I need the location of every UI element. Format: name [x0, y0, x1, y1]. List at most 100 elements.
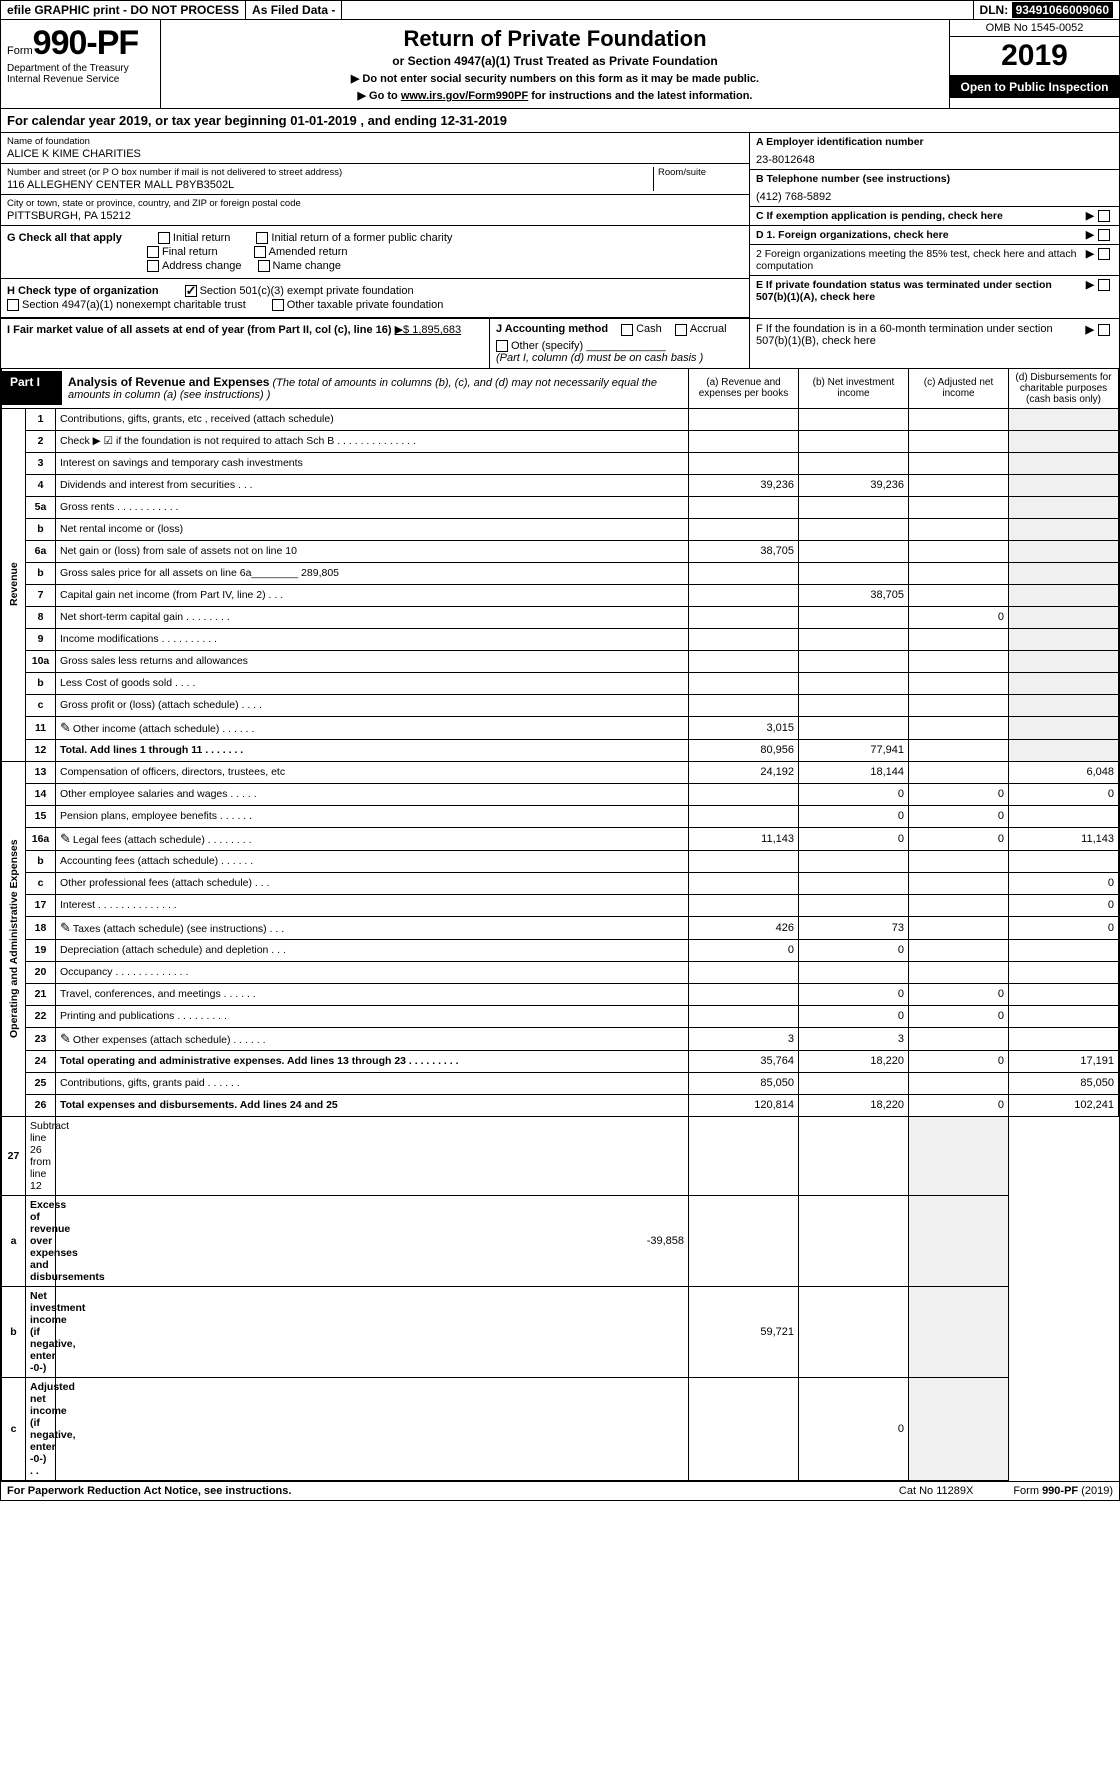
d2-label: 2 Foreign organizations meeting the 85% …	[756, 248, 1082, 272]
line-number: 6a	[26, 540, 56, 562]
arrow-icon: ▶	[1086, 323, 1094, 336]
line-number: c	[2, 1377, 26, 1480]
info-block: Name of foundation ALICE K KIME CHARITIE…	[1, 133, 1119, 319]
chk-501c3[interactable]	[185, 285, 197, 297]
amount-cell: 24,192	[689, 761, 799, 783]
amount-cell	[909, 1072, 1009, 1094]
spacer	[342, 1, 973, 19]
chk-address-change[interactable]	[147, 260, 159, 272]
phone-value: (412) 768-5892	[756, 191, 1113, 203]
i-label: I Fair market value of all assets at end…	[7, 324, 392, 336]
amount-cell: 3,015	[689, 716, 799, 739]
line-number: b	[2, 1286, 26, 1377]
line-desc: Printing and publications . . . . . . . …	[56, 1005, 689, 1027]
e-label: E If private foundation status was termi…	[756, 279, 1082, 303]
col-a-header: (a) Revenue and expenses per books	[689, 369, 799, 409]
tax-year: 2019	[950, 37, 1119, 76]
amount-cell	[909, 1027, 1009, 1050]
line-number: 17	[26, 894, 56, 916]
amount-cell	[799, 850, 909, 872]
f-label: F If the foundation is in a 60-month ter…	[756, 323, 1086, 347]
line-number: 22	[26, 1005, 56, 1027]
amount-cell: 0	[909, 827, 1009, 850]
chk-cash[interactable]	[621, 324, 633, 336]
amount-cell	[909, 430, 1009, 452]
form-subtitle: or Section 4947(a)(1) Trust Treated as P…	[169, 54, 941, 68]
amount-cell	[1009, 628, 1119, 650]
chk-4947[interactable]	[7, 299, 19, 311]
amount-cell	[799, 650, 909, 672]
arrow-icon: ▶	[1086, 229, 1094, 241]
amount-cell	[909, 872, 1009, 894]
amount-cell	[689, 1005, 799, 1027]
line-desc: Accounting fees (attach schedule) . . . …	[56, 850, 689, 872]
g-label: G Check all that apply	[7, 232, 122, 244]
h-opt2: Section 4947(a)(1) nonexempt charitable …	[22, 299, 246, 311]
line-desc: Interest on savings and temporary cash i…	[56, 452, 689, 474]
amount-cell	[799, 672, 909, 694]
amount-cell	[909, 694, 1009, 716]
dln-value: 93491066009060	[1012, 2, 1113, 18]
chk-initial-former[interactable]	[256, 232, 268, 244]
chk-c[interactable]	[1098, 210, 1110, 222]
irs-label: Internal Revenue Service	[7, 74, 154, 85]
amount-cell	[689, 1195, 799, 1286]
line-desc: ✎Taxes (attach schedule) (see instructio…	[56, 916, 689, 939]
line-desc: Compensation of officers, directors, tru…	[56, 761, 689, 783]
table-row: 11✎Other income (attach schedule) . . . …	[2, 716, 1119, 739]
j-note: (Part I, column (d) must be on cash basi…	[496, 352, 703, 364]
chk-other-taxable[interactable]	[272, 299, 284, 311]
line-number: c	[26, 872, 56, 894]
line-number: 26	[26, 1094, 56, 1116]
chk-initial-return[interactable]	[158, 232, 170, 244]
amount-cell	[689, 650, 799, 672]
amount-cell: 38,705	[689, 540, 799, 562]
chk-e[interactable]	[1098, 279, 1110, 291]
header-center: Return of Private Foundation or Section …	[161, 20, 949, 108]
line-number: 10a	[26, 650, 56, 672]
a-cell: A Employer identification number 23-8012…	[750, 133, 1119, 170]
line-number: 4	[26, 474, 56, 496]
chk-d2[interactable]	[1098, 248, 1110, 260]
line-number: 3	[26, 452, 56, 474]
amount-cell: 0	[909, 983, 1009, 1005]
form-title: Return of Private Foundation	[169, 26, 941, 52]
amount-cell: 0	[909, 805, 1009, 827]
d1-label: D 1. Foreign organizations, check here	[756, 229, 949, 241]
instr-pre: ▶ Go to	[358, 90, 401, 102]
h-opt3: Other taxable private foundation	[287, 299, 444, 311]
chk-d1[interactable]	[1098, 229, 1110, 241]
chk-f[interactable]	[1098, 324, 1110, 336]
line-desc: Excess of revenue over expenses and disb…	[26, 1195, 56, 1286]
amount-cell	[689, 783, 799, 805]
attachment-icon[interactable]: ✎	[60, 1031, 71, 1047]
amount-cell: 0	[909, 1005, 1009, 1027]
addr-label: Number and street (or P O box number if …	[7, 167, 653, 178]
chk-name-change[interactable]	[258, 260, 270, 272]
h-opt1: Section 501(c)(3) exempt private foundat…	[200, 285, 414, 297]
amount-cell	[1009, 562, 1119, 584]
amount-cell	[1009, 1005, 1119, 1027]
attachment-icon[interactable]: ✎	[60, 920, 71, 936]
line-desc: Travel, conferences, and meetings . . . …	[56, 983, 689, 1005]
amount-cell	[689, 694, 799, 716]
amount-cell	[799, 1072, 909, 1094]
line-desc: Depreciation (attach schedule) and deple…	[56, 939, 689, 961]
line-number: 15	[26, 805, 56, 827]
amount-cell	[799, 716, 909, 739]
line-desc: Other employee salaries and wages . . . …	[56, 783, 689, 805]
amount-cell	[689, 894, 799, 916]
table-row: 22Printing and publications . . . . . . …	[2, 1005, 1119, 1027]
line-number: 16a	[26, 827, 56, 850]
irs-link[interactable]: www.irs.gov/Form990PF	[401, 90, 528, 102]
chk-other-method[interactable]	[496, 340, 508, 352]
table-row: 10aGross sales less returns and allowanc…	[2, 650, 1119, 672]
chk-accrual[interactable]	[675, 324, 687, 336]
chk-final[interactable]	[147, 246, 159, 258]
line-desc: Other professional fees (attach schedule…	[56, 872, 689, 894]
attachment-icon[interactable]: ✎	[60, 831, 71, 847]
attachment-icon[interactable]: ✎	[60, 720, 71, 736]
chk-amended[interactable]	[254, 246, 266, 258]
b-cell: B Telephone number (see instructions) (4…	[750, 170, 1119, 207]
amount-cell	[1009, 939, 1119, 961]
